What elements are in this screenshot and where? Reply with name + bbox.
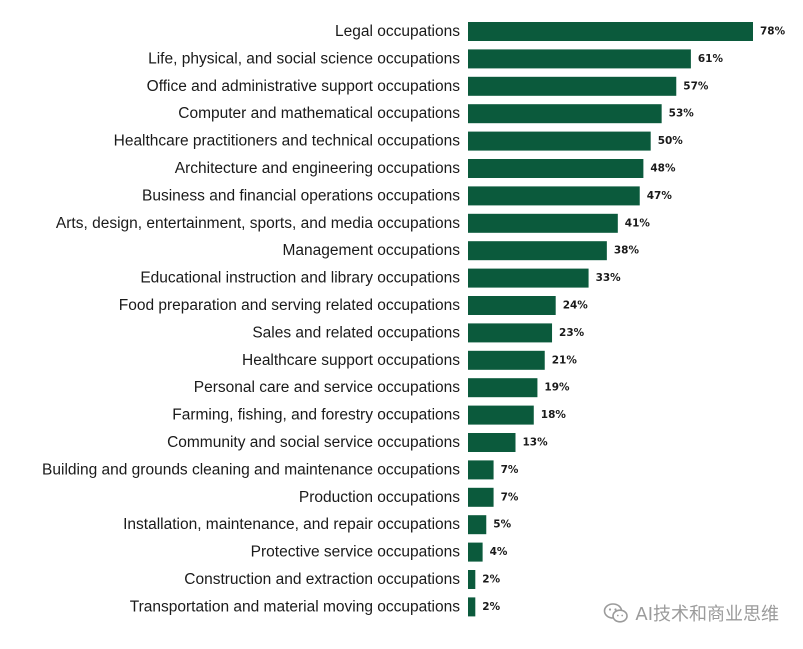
bar-row: Management occupations 38% [282,241,640,261]
category-label: Sales and related occupations [252,324,460,341]
bar [468,296,556,315]
bar [468,515,487,535]
bar [468,570,476,589]
wechat-icon [604,603,629,623]
bar-row: Healthcare support occupations 21% [242,350,578,370]
category-label: Business and financial operations occupa… [142,187,460,204]
value-label: 21% [552,354,578,366]
bar-row: Farming, fishing, and forestry occupatio… [172,405,567,425]
value-label: 2% [482,574,500,586]
value-label: 2% [482,601,500,613]
value-label: 24% [563,300,589,312]
value-label: 61% [698,53,724,65]
bar-row: Computer and mathematical occupations 53% [178,104,695,124]
category-label: Farming, fishing, and forestry occupatio… [172,407,460,424]
bar-row: Architecture and engineering occupations… [175,159,676,178]
category-label: Legal occupations [335,23,460,40]
value-label: 38% [614,245,640,257]
value-label: 13% [523,437,549,449]
category-label: Office and administrative support occupa… [147,78,461,95]
bar [468,597,476,617]
bar-row: Installation, maintenance, and repair oc… [123,515,512,535]
category-label: Transportation and material moving occup… [130,598,461,615]
category-label: Educational instruction and library occu… [140,270,460,287]
bar-row: Life, physical, and social science occup… [148,49,724,69]
value-label: 57% [683,80,709,92]
category-label: Management occupations [282,242,460,259]
category-label: Healthcare practitioners and technical o… [114,133,461,150]
value-label: 4% [490,546,508,558]
category-label: Community and social service occupations [167,434,460,451]
bar-row: Personal care and service occupations 19% [194,378,570,398]
bar [468,268,589,288]
bar [468,186,640,206]
category-label: Food preparation and serving related occ… [119,297,460,314]
watermark-text: AI技术和商业思维 [635,604,779,625]
bar [468,323,553,343]
bar [468,213,618,233]
category-label: Building and grounds cleaning and mainte… [42,461,460,478]
category-label: Protective service occupations [251,544,461,561]
bar-row: Production occupations 7% [299,487,519,507]
category-label: Healthcare support occupations [242,352,460,369]
bar-row: Protective service occupations 4% [251,542,508,562]
bar-row: Transportation and material moving occup… [130,597,501,617]
category-label: Construction and extraction occupations [184,571,460,588]
value-label: 18% [541,409,567,421]
bar-row: Community and social service occupations… [167,433,548,452]
bar [468,22,753,41]
category-label: Computer and mathematical occupations [178,105,460,122]
bar [468,487,494,507]
bar [468,460,494,480]
bar-row: Construction and extraction occupations 2… [184,570,501,589]
category-label: Arts, design, entertainment, sports, and… [56,215,460,232]
bar [468,104,662,124]
value-label: 5% [493,519,511,531]
bar-row: Office and administrative support occupa… [147,76,709,96]
value-label: 41% [625,217,651,229]
value-label: 50% [658,135,684,147]
value-label: 23% [559,327,585,339]
category-label: Life, physical, and social science occup… [148,50,460,67]
value-label: 19% [544,382,570,394]
value-label: 78% [760,26,786,38]
bar [468,131,651,151]
bar [468,542,483,562]
bar [468,76,677,96]
bar-row: Healthcare practitioners and technical o… [114,131,684,151]
bar-row: Educational instruction and library occu… [140,268,622,288]
bar [468,159,644,178]
bar [468,405,534,425]
bar [468,241,607,261]
value-label: 33% [596,272,622,284]
value-label: 47% [647,190,673,202]
category-label: Production occupations [299,489,460,506]
category-label: Personal care and service occupations [194,379,460,396]
bar-row: Building and grounds cleaning and mainte… [42,460,519,480]
value-label: 53% [669,108,695,120]
value-label: 48% [650,163,676,175]
value-label: 7% [501,464,519,476]
bar-row: Sales and related occupations 23% [252,323,585,343]
value-label: 7% [501,491,519,503]
category-label: Architecture and engineering occupations [175,160,460,177]
bar-row: Legal occupations 78% [335,22,786,41]
watermark: AI技术和商业思维 [603,600,779,626]
bar [468,433,516,452]
bar-row: Arts, design, entertainment, sports, and… [56,213,651,233]
bar [468,350,545,370]
bar [468,49,691,69]
bar-row: Business and financial operations occupa… [142,186,673,206]
bar [468,378,538,398]
bar-row: Food preparation and serving related occ… [119,296,589,315]
category-label: Installation, maintenance, and repair oc… [123,516,460,533]
